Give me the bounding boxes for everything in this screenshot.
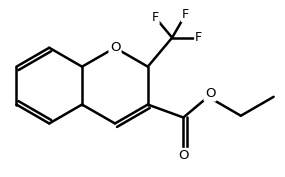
Text: O: O (110, 41, 120, 54)
Text: F: F (195, 31, 202, 44)
Text: O: O (178, 149, 189, 162)
Text: O: O (205, 87, 215, 100)
Text: F: F (152, 11, 159, 24)
Text: F: F (182, 8, 189, 21)
